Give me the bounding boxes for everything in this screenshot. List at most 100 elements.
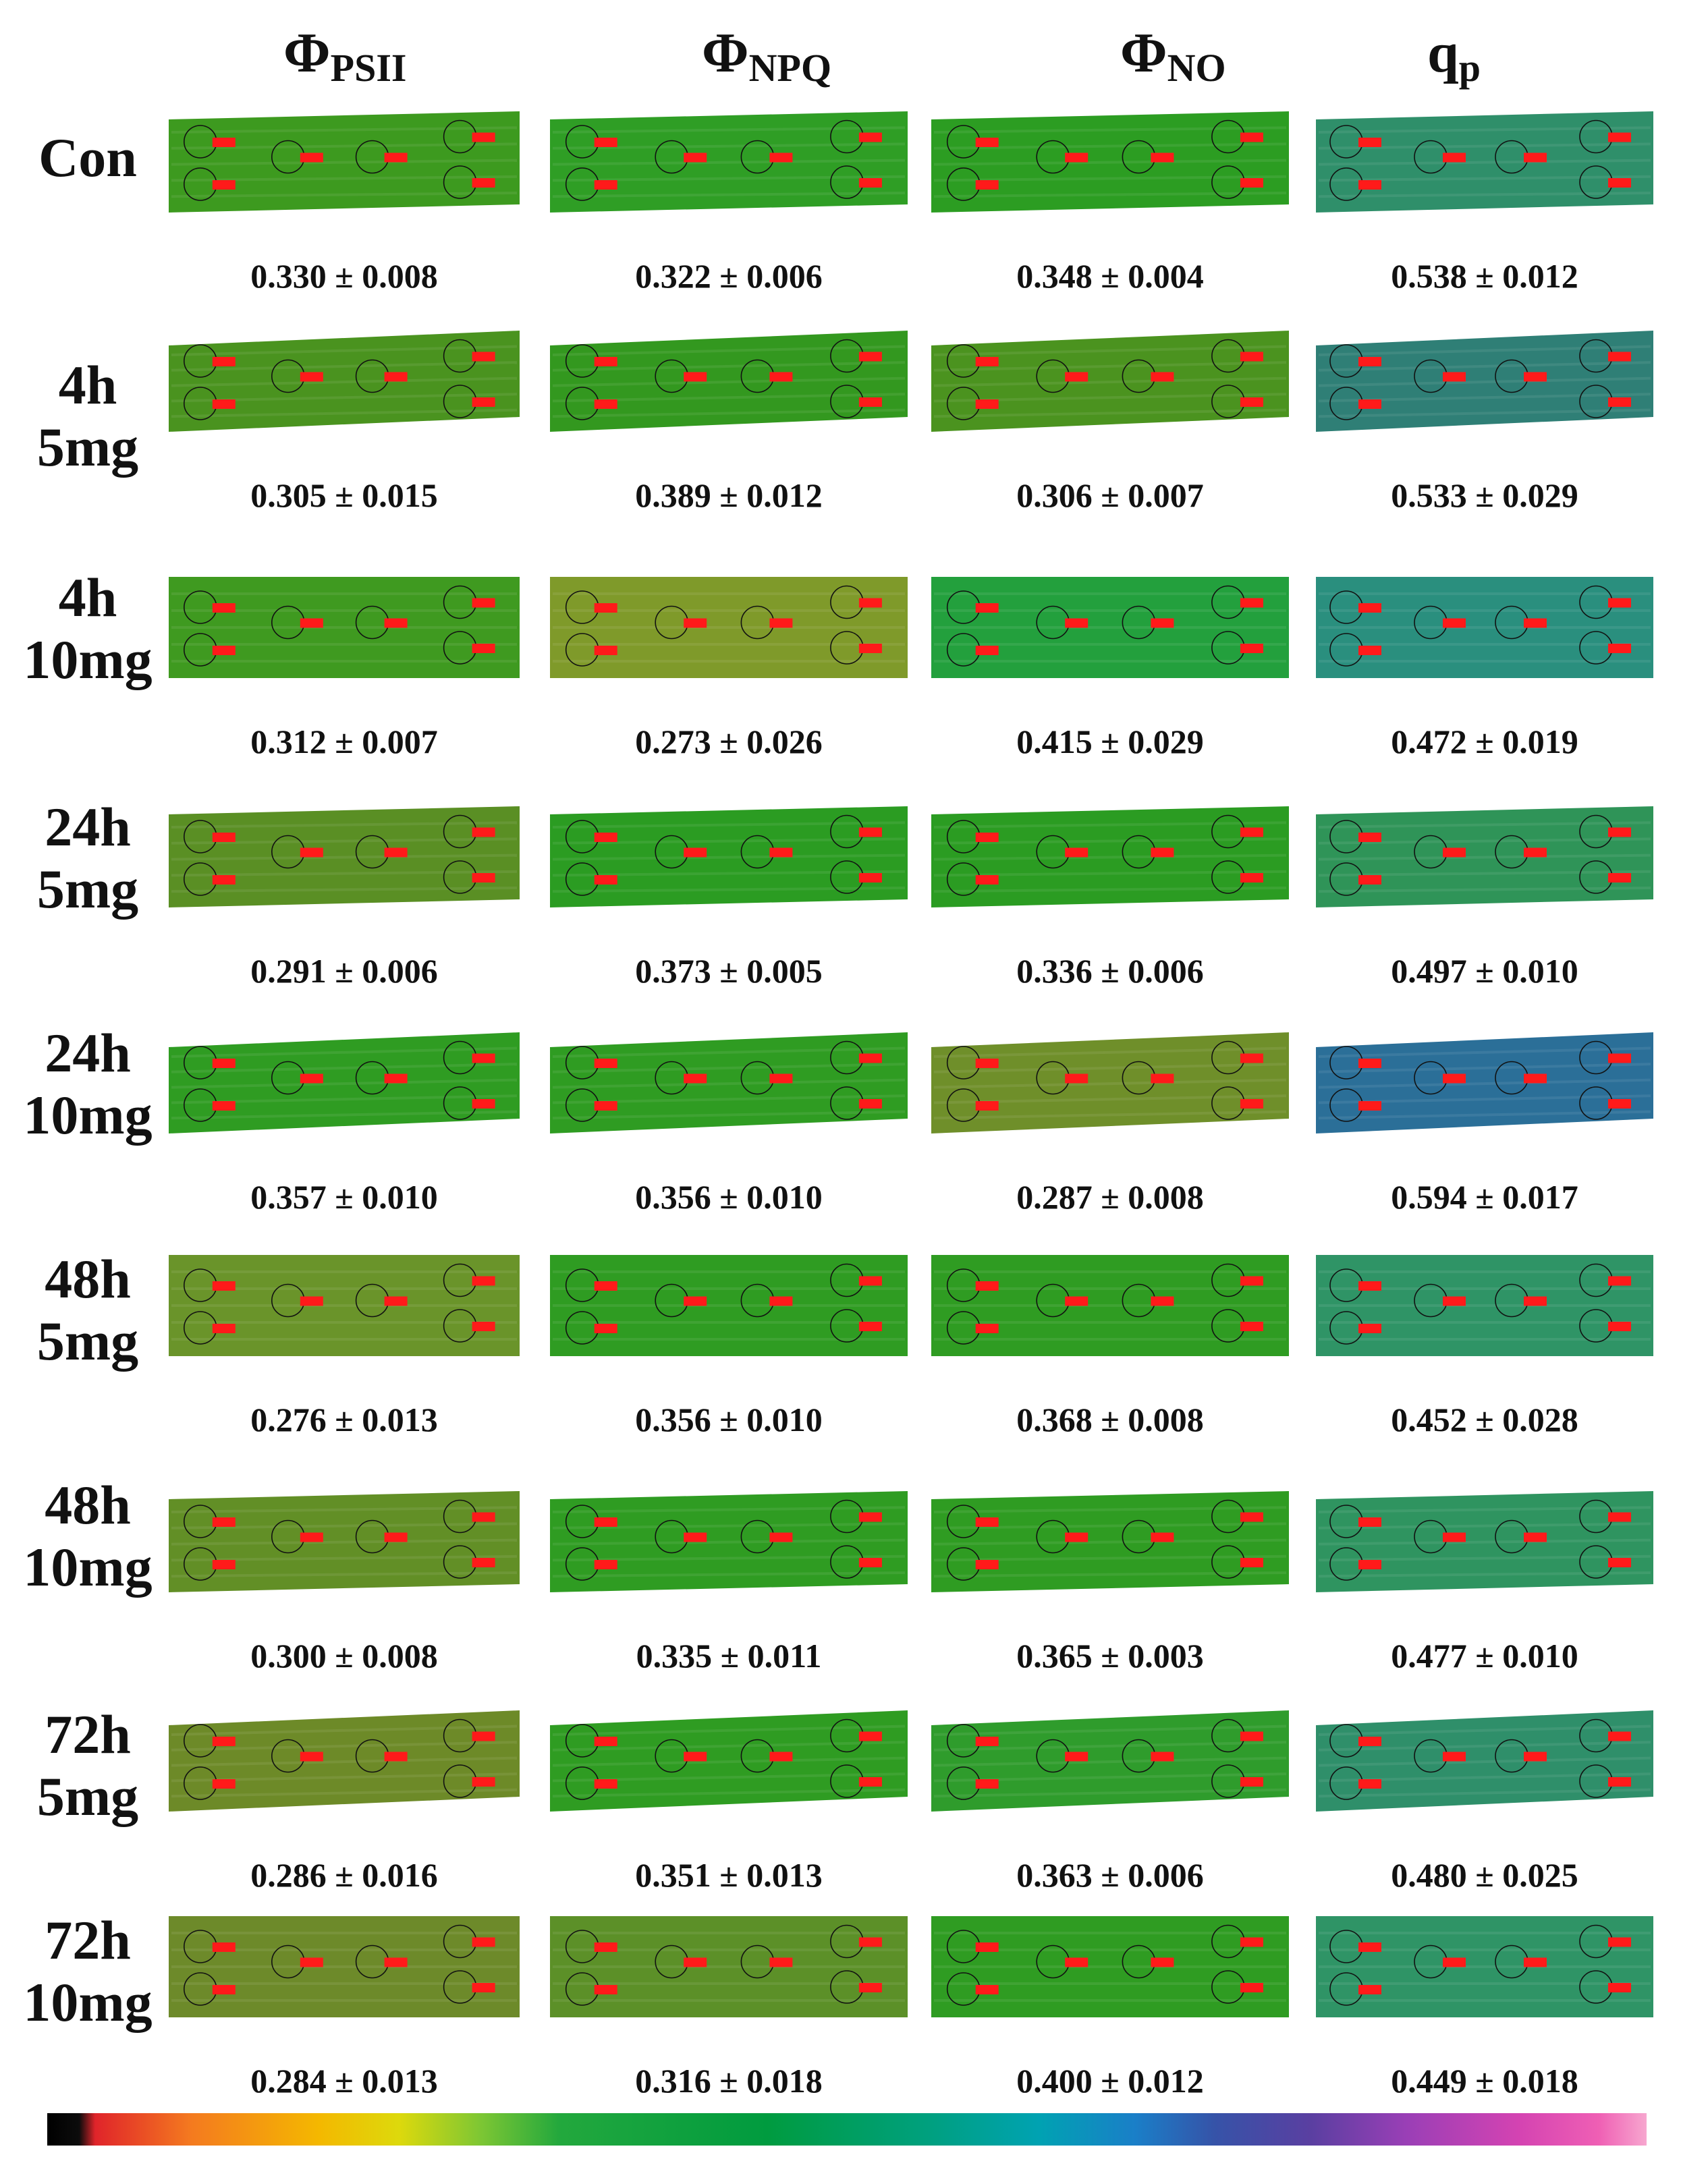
leaf-vein — [171, 408, 518, 418]
parameter-value: 0.312 ± 0.007 — [250, 723, 438, 760]
leaf-fluorescence-map — [931, 111, 1289, 213]
leaf-vein — [552, 1110, 906, 1120]
aoi-value-marker — [472, 397, 495, 407]
aoi-value-marker — [1358, 603, 1381, 613]
column-header-symbol: Φ — [1120, 22, 1167, 84]
aoi-value-marker — [1358, 1059, 1381, 1068]
aoi-value-marker — [384, 1532, 408, 1542]
aoi-value-marker — [1240, 352, 1263, 362]
aoi-value-marker — [1358, 1324, 1381, 1333]
aoi-value-marker — [1443, 1957, 1466, 1967]
leaf-image — [931, 1032, 1289, 1133]
aoi-value-marker — [769, 1073, 793, 1084]
aoi-value-marker — [384, 1073, 408, 1084]
leaf-vein — [171, 1078, 518, 1089]
parameter-value: 0.284 ± 0.013 — [250, 2062, 438, 2100]
leaf-vein — [933, 142, 1287, 150]
leaf-image — [550, 577, 908, 678]
aoi-value-marker — [212, 180, 236, 190]
aoi-value-marker — [1151, 1073, 1174, 1084]
aoi-value-marker — [858, 1983, 882, 1992]
leaf-vein — [1318, 1063, 1651, 1073]
aoi-value-marker — [858, 1276, 882, 1286]
aoi-value-marker — [858, 1937, 882, 1947]
leaf-vein — [171, 1063, 518, 1073]
aoi-value-marker — [472, 1983, 495, 1992]
aoi-value-marker — [212, 1737, 236, 1746]
leaf-vein — [171, 175, 518, 182]
row-label-time: 4h — [58, 567, 117, 628]
leaf-vein — [552, 376, 906, 387]
aoi-value-marker — [684, 1752, 707, 1762]
leaf-fluorescence-map — [169, 1491, 520, 1592]
leaf-vein — [171, 887, 518, 893]
aoi-value-marker — [1151, 1532, 1174, 1542]
aoi-value-marker — [1443, 847, 1466, 858]
aoi-value-marker — [858, 397, 882, 407]
leaf-vein — [552, 1046, 906, 1058]
leaf-vein — [171, 159, 518, 166]
aoi-value-marker — [1608, 827, 1631, 837]
aoi-value-marker — [1065, 372, 1088, 382]
aoi-value-marker — [1240, 1099, 1263, 1109]
leaf-fluorescence-map — [1316, 577, 1653, 678]
leaf-vein — [1318, 1538, 1651, 1546]
leaf-image — [1316, 111, 1653, 213]
leaf-image — [550, 806, 908, 907]
parameter-value: 0.365 ± 0.003 — [1016, 1637, 1204, 1675]
aoi-value-marker — [769, 372, 793, 382]
leaf-vein — [171, 1110, 518, 1120]
aoi-value-marker — [684, 1532, 707, 1542]
aoi-value-marker — [975, 357, 999, 366]
leaf-fluorescence-map — [1316, 1032, 1653, 1133]
aoi-value-marker — [769, 1957, 793, 1967]
leaf-vein — [933, 1506, 1287, 1513]
aoi-value-marker — [1240, 1937, 1263, 1947]
leaf-vein — [933, 1078, 1287, 1089]
row-label-dose: 10mg — [23, 629, 153, 690]
aoi-value-marker — [1524, 1752, 1547, 1762]
aoi-value-marker — [1524, 1532, 1547, 1542]
aoi-value-marker — [769, 847, 793, 858]
aoi-value-marker — [975, 1101, 999, 1111]
aoi-value-marker — [769, 1296, 793, 1306]
leaf-image — [550, 331, 908, 432]
leaf-vein — [171, 1046, 518, 1058]
parameter-value: 0.538 ± 0.012 — [1391, 257, 1578, 295]
aoi-value-marker — [1240, 1276, 1263, 1286]
leaf-vein — [171, 376, 518, 387]
aoi-value-marker — [1608, 644, 1631, 653]
leaf-fluorescence-map — [550, 331, 908, 432]
aoi-value-marker — [975, 1560, 999, 1569]
aoi-value-marker — [769, 152, 793, 163]
aoi-value-marker — [1358, 180, 1381, 190]
aoi-value-marker — [300, 372, 323, 382]
aoi-value-marker — [1240, 1983, 1263, 1992]
column-header-subscript: NO — [1167, 46, 1226, 90]
aoi-value-marker — [472, 1099, 495, 1109]
aoi-value-marker — [300, 1532, 323, 1542]
aoi-value-marker — [212, 603, 236, 613]
aoi-value-marker — [1240, 178, 1263, 188]
leaf-vein — [552, 1063, 906, 1073]
leaf-vein — [171, 1725, 518, 1736]
leaf-vein — [933, 126, 1287, 134]
aoi-value-marker — [1358, 1779, 1381, 1789]
leaf-vein — [933, 1788, 1287, 1798]
aoi-value-marker — [1443, 1752, 1466, 1762]
aoi-value-marker — [975, 1737, 999, 1746]
aoi-value-marker — [1443, 1296, 1466, 1306]
aoi-value-marker — [594, 1985, 617, 1994]
leaf-vein — [1318, 192, 1651, 198]
leaf-fluorescence-map — [169, 806, 520, 907]
leaf-image — [1316, 1710, 1653, 1812]
leaf-vein — [1318, 1522, 1651, 1530]
leaf-vein — [933, 376, 1287, 387]
leaf-vein — [933, 1741, 1287, 1752]
leaf-fluorescence-map — [550, 1710, 908, 1812]
parameter-value: 0.305 ± 0.015 — [250, 476, 438, 514]
aoi-value-marker — [472, 1322, 495, 1331]
aoi-value-marker — [594, 1737, 617, 1746]
aoi-value-marker — [472, 1777, 495, 1787]
leaf-vein — [171, 1555, 518, 1562]
